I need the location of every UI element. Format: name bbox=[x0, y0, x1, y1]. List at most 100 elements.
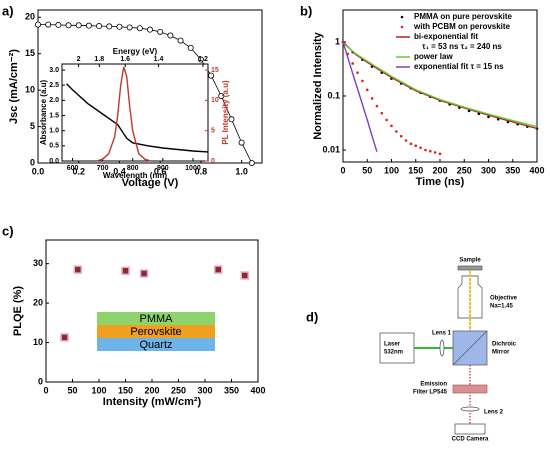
y-axis-label: Absorbance (a.u) bbox=[39, 79, 48, 145]
x-tick-label: 0.2 bbox=[72, 166, 85, 176]
y-tick-label: 0.0 bbox=[49, 158, 59, 165]
y2-tick-label: 5 bbox=[211, 128, 215, 135]
layer-label: Perovskite bbox=[130, 326, 181, 338]
x-tick-label: 50 bbox=[362, 165, 372, 175]
label: Dichroic bbox=[492, 342, 517, 348]
x-tick-label: 150 bbox=[408, 165, 423, 175]
x-tick-label: 0.4 bbox=[113, 166, 126, 176]
x-tick-label: 350 bbox=[505, 165, 520, 175]
label: Objective bbox=[490, 296, 518, 302]
x-axis-label: Wavelength (nm) bbox=[103, 171, 167, 180]
y-tick-label: 15 bbox=[25, 48, 35, 58]
x-tick-label: 350 bbox=[224, 385, 239, 395]
point bbox=[121, 266, 130, 276]
point bbox=[240, 271, 249, 280]
legend-swatch bbox=[400, 25, 404, 29]
point bbox=[375, 104, 379, 108]
point bbox=[419, 146, 422, 150]
label: Filter LP545 bbox=[413, 390, 448, 396]
sample bbox=[457, 265, 483, 271]
layer bbox=[97, 338, 215, 351]
point bbox=[197, 56, 204, 63]
camera bbox=[454, 423, 486, 435]
point bbox=[96, 23, 103, 30]
point bbox=[248, 159, 255, 166]
x-axis-label: Time (ns) bbox=[416, 176, 465, 188]
lens bbox=[460, 406, 480, 412]
point bbox=[429, 149, 432, 153]
label: 532nm bbox=[384, 350, 403, 356]
series-line bbox=[96, 66, 152, 162]
x-tick-label: 300 bbox=[481, 165, 496, 175]
x2-axis-label: Energy (eV) bbox=[113, 47, 158, 56]
x-tick-label: 250 bbox=[457, 165, 472, 175]
point bbox=[487, 115, 490, 119]
x2-tick-label: 1.6 bbox=[120, 56, 130, 63]
point bbox=[139, 269, 149, 278]
point bbox=[106, 23, 113, 30]
point bbox=[399, 134, 403, 138]
legend-label: with PCBM on perovskite bbox=[413, 22, 511, 31]
point bbox=[85, 22, 92, 29]
x-tick-label: 200 bbox=[144, 385, 159, 395]
plot-frame bbox=[61, 63, 209, 162]
y-tick-label: 1 bbox=[335, 36, 340, 46]
series-line bbox=[66, 83, 209, 153]
x2-tick-label: 1.8 bbox=[94, 56, 104, 63]
x-axis-label: Voltage (V) bbox=[122, 177, 179, 189]
panel-label: d) bbox=[306, 309, 318, 324]
point bbox=[187, 44, 194, 51]
x-tick-label: 600 bbox=[67, 165, 79, 172]
point bbox=[214, 265, 223, 274]
point bbox=[361, 79, 364, 83]
x-tick-label: 100 bbox=[91, 385, 106, 395]
x-tick-label: 150 bbox=[118, 385, 133, 395]
point bbox=[385, 118, 388, 122]
point bbox=[167, 32, 174, 39]
point bbox=[116, 23, 123, 30]
y-tick-label: 1.0 bbox=[49, 128, 59, 135]
x-tick-label: 400 bbox=[250, 385, 265, 395]
point bbox=[433, 151, 437, 154]
point bbox=[177, 37, 184, 44]
point bbox=[414, 144, 418, 148]
y-tick-label: 2.5 bbox=[49, 82, 59, 89]
point bbox=[356, 71, 359, 74]
point bbox=[409, 142, 413, 146]
y-tick-label: 20 bbox=[33, 297, 43, 307]
label: CCD Camera bbox=[452, 437, 489, 443]
y-tick-label: 0 bbox=[30, 157, 35, 167]
panel-label: b) bbox=[300, 3, 312, 18]
x-tick-label: 0.8 bbox=[195, 166, 208, 176]
point bbox=[126, 24, 133, 31]
y-tick-label: 0 bbox=[38, 376, 43, 386]
legend-label: power law bbox=[414, 52, 453, 61]
x-tick-label: 50 bbox=[67, 385, 77, 395]
y-tick-label: 0.01 bbox=[322, 144, 340, 154]
point bbox=[438, 152, 442, 156]
y-tick-label: 0.1 bbox=[327, 90, 340, 100]
y2-tick-label: 15 bbox=[211, 67, 219, 74]
y-tick-label: 3.0 bbox=[49, 67, 59, 74]
series-line bbox=[342, 41, 378, 152]
point bbox=[390, 124, 393, 128]
point bbox=[380, 111, 384, 115]
lens bbox=[439, 339, 445, 357]
label: Lens 1 bbox=[432, 331, 452, 337]
point bbox=[228, 116, 235, 123]
legend-label: PMMA on pure perovskite bbox=[414, 12, 512, 21]
legend-swatch bbox=[400, 15, 404, 19]
point bbox=[65, 22, 72, 29]
y-axis-label: Jsc (mA/cm⁻²) bbox=[8, 49, 20, 124]
y-tick-label: 20 bbox=[25, 12, 35, 22]
y2-tick-label: 10 bbox=[211, 97, 219, 104]
plot-frame bbox=[45, 239, 259, 383]
layer-label: PMMA bbox=[140, 313, 174, 325]
x2-tick-label: 1.2 bbox=[198, 56, 208, 63]
point bbox=[238, 139, 245, 146]
x-tick-label: 1.0 bbox=[235, 166, 248, 176]
point bbox=[424, 148, 427, 152]
series-line bbox=[342, 42, 538, 128]
filter bbox=[452, 384, 488, 394]
y-tick-label: 10 bbox=[25, 85, 35, 95]
